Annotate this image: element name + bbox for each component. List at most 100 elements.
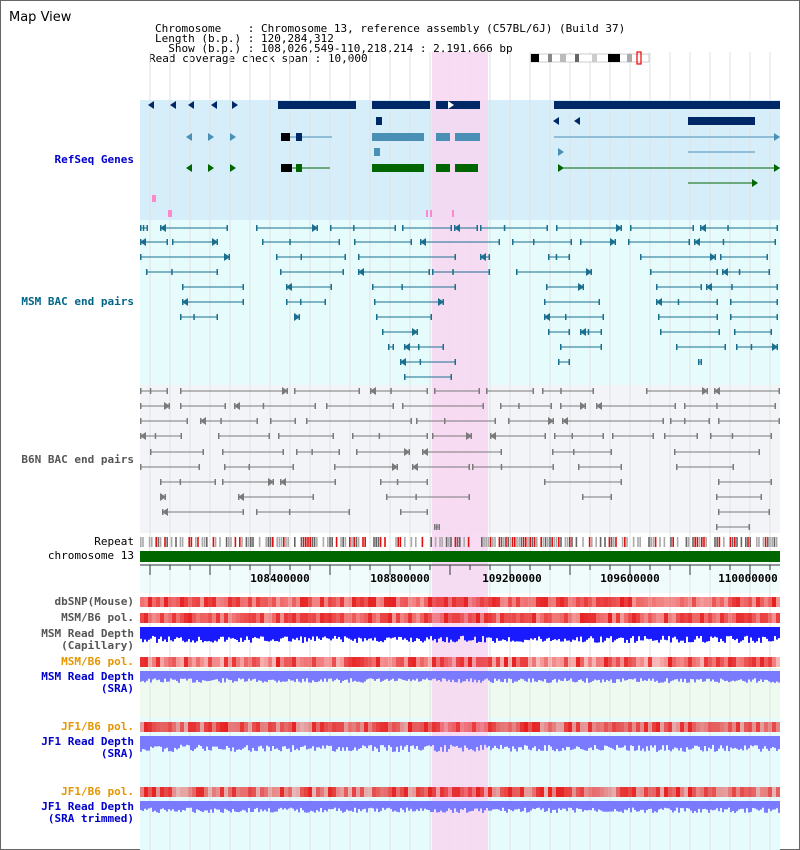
depth-bar <box>274 736 276 750</box>
heat-cell <box>700 722 704 732</box>
depth-bar <box>684 627 686 643</box>
depth-bar <box>326 736 328 746</box>
depth-bar <box>732 801 734 811</box>
depth-bar <box>214 627 216 641</box>
depth-bar <box>386 736 388 751</box>
depth-bar <box>288 736 290 749</box>
depth-bar <box>368 627 370 639</box>
depth-bar <box>276 736 278 749</box>
depth-bar <box>560 736 562 751</box>
depth-bar <box>736 801 738 812</box>
depth-bar <box>182 671 184 679</box>
depth-bar <box>340 736 342 751</box>
bac-end <box>612 433 614 439</box>
depth-bar <box>190 671 192 679</box>
repeat-mark <box>551 537 553 547</box>
heat-cell <box>428 613 432 623</box>
depth-bar <box>612 627 614 643</box>
heat-cell <box>728 722 732 732</box>
depth-bar <box>190 736 192 751</box>
gene-arrow <box>182 298 188 306</box>
ideogram-band <box>548 54 552 62</box>
depth-bar <box>380 736 382 746</box>
bac-end <box>146 269 148 275</box>
heat-cell <box>484 597 488 607</box>
depth-bar <box>688 736 690 750</box>
depth-bar <box>680 801 682 809</box>
info-key: Show (b.p.) <box>168 41 242 55</box>
gene-exon <box>436 133 450 141</box>
heat-cell <box>224 722 228 732</box>
depth-bar <box>244 736 246 748</box>
depth-bar <box>518 671 520 681</box>
depth-bar <box>668 627 670 637</box>
heat-cell <box>172 722 176 732</box>
depth-bar <box>342 801 344 813</box>
heat-cell <box>600 787 604 797</box>
gene-exon <box>372 164 424 172</box>
heat-cell <box>284 657 288 667</box>
gene-exon <box>688 117 755 125</box>
heat-cell <box>736 722 740 732</box>
depth-bar <box>482 801 484 813</box>
depth-bar <box>752 736 754 747</box>
gene-arrow <box>774 164 780 172</box>
depth-bar <box>370 801 372 808</box>
bac-end <box>472 464 474 470</box>
depth-bar <box>672 801 674 813</box>
depth-bar <box>294 671 296 683</box>
refseq-mark <box>452 210 454 217</box>
depth-bar <box>562 801 564 809</box>
heat-cell <box>236 722 240 732</box>
depth-bar <box>696 671 698 680</box>
depth-bar <box>578 801 580 809</box>
gene-exon <box>296 133 302 141</box>
depth-bar <box>408 736 410 752</box>
depth-bar <box>150 801 152 808</box>
track-label-msm-bac[interactable]: MSM BAC end pairs <box>21 295 134 308</box>
heat-cell <box>480 787 484 797</box>
depth-bar <box>376 627 378 642</box>
depth-bar <box>324 801 326 811</box>
depth-bar <box>606 736 608 746</box>
heat-cell <box>716 613 720 623</box>
heat-cell <box>744 597 748 607</box>
depth-bar <box>210 627 212 642</box>
depth-bar <box>708 671 710 679</box>
heat-cell <box>252 787 256 797</box>
depth-bar <box>656 671 658 681</box>
depth-bar <box>302 736 304 747</box>
heat-cell <box>336 722 340 732</box>
depth-bar <box>218 671 220 682</box>
bac-end <box>278 433 280 439</box>
depth-bar <box>412 736 414 746</box>
bac-end <box>330 225 332 231</box>
heat-cell <box>256 613 260 623</box>
depth-bar <box>250 627 252 643</box>
depth-bar <box>166 671 168 682</box>
depth-bar <box>748 627 750 643</box>
track-label-refseq[interactable]: RefSeq Genes <box>54 153 134 166</box>
depth-bar <box>454 627 456 643</box>
heat-cell <box>420 787 424 797</box>
bac-end <box>750 344 753 350</box>
depth-bar <box>502 627 504 640</box>
heat-cell <box>500 787 504 797</box>
heat-cell <box>560 597 564 607</box>
depth-bar <box>496 671 498 681</box>
bac-end <box>587 329 590 335</box>
heat-cell <box>456 613 460 623</box>
gene-arrow <box>160 493 166 501</box>
bac-end <box>326 403 328 409</box>
depth-bar <box>688 671 690 683</box>
heat-cell <box>156 722 160 732</box>
bac-end <box>660 329 662 335</box>
repeat-mark <box>608 537 611 547</box>
track-label-b6n-bac[interactable]: B6N BAC end pairs <box>21 453 134 466</box>
bac-end <box>558 359 560 365</box>
bac-end <box>646 388 648 394</box>
depth-bar <box>142 627 144 643</box>
bac-end <box>216 269 218 275</box>
depth-bar <box>306 627 308 642</box>
